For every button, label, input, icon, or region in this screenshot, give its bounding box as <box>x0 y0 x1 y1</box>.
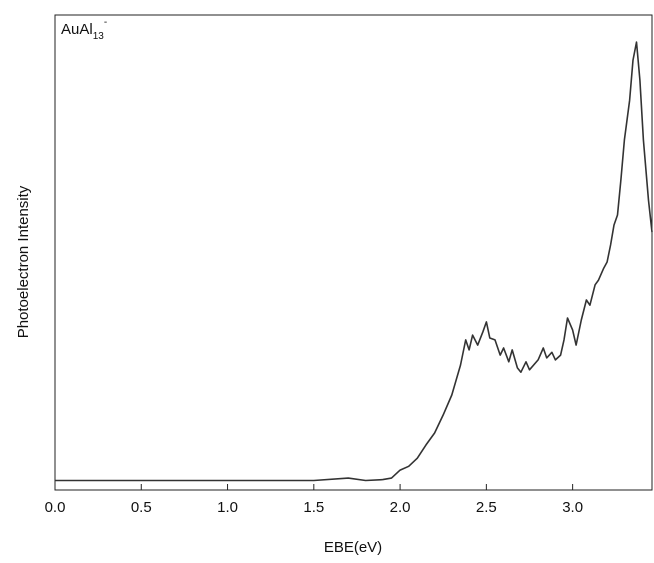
x-tick-label: 0.5 <box>131 499 152 516</box>
x-tick-label: 1.0 <box>217 499 238 516</box>
annotation-superscript: - <box>104 17 107 28</box>
x-axis-label: EBE(eV) <box>324 539 382 556</box>
annotation: AuAl13 - <box>61 17 107 42</box>
annotation-text: AuAl <box>61 21 93 38</box>
plot-frame <box>54 14 653 491</box>
spectrum-line <box>55 41 653 482</box>
x-tick-label: 2.5 <box>476 499 497 516</box>
x-tick-label: 3.0 <box>562 499 583 516</box>
x-tick-label: 1.5 <box>303 499 324 516</box>
x-tick-label: 0.0 <box>45 499 66 516</box>
annotation-subscript: 13 <box>93 31 105 42</box>
x-tick-label: 2.0 <box>390 499 411 516</box>
y-axis-label: Photoelectron Intensity <box>15 185 32 338</box>
